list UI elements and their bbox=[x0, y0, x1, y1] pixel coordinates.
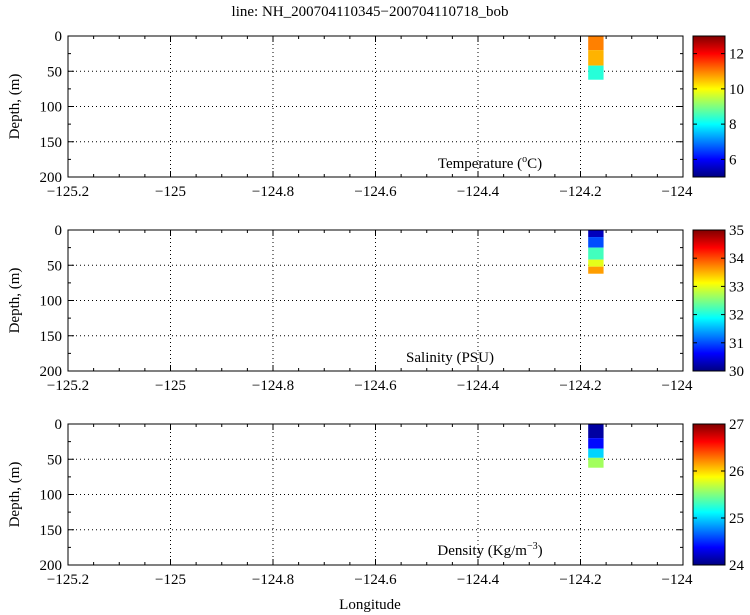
temperature-panel-label-main: Temperature ( bbox=[438, 156, 522, 172]
density-panel-label-tail: ) bbox=[538, 543, 543, 559]
density-data-cell bbox=[588, 424, 604, 439]
salinity-x-tick-label: −125.2 bbox=[47, 378, 89, 394]
density-panel-label-sup: −3 bbox=[527, 541, 538, 552]
salinity-panel-label: Salinity (PSU) bbox=[406, 350, 494, 366]
temperature-colorbar-tick-label: 12 bbox=[729, 47, 744, 63]
salinity-x-tick-label: −124.2 bbox=[559, 378, 601, 394]
salinity-x-tick-label: −124.6 bbox=[354, 378, 397, 394]
density-x-tick-label: −124 bbox=[662, 572, 693, 588]
salinity-y-tick-label: 150 bbox=[40, 329, 63, 345]
figure-title: line: NH_200704110345−200704110718_bob bbox=[232, 4, 509, 20]
density-data-cell bbox=[588, 438, 604, 449]
density-data-cell bbox=[588, 457, 604, 468]
temperature-x-tick-label: −124 bbox=[662, 184, 693, 200]
temperature-x-tick-label: −124.4 bbox=[457, 184, 500, 200]
temperature-data-cell bbox=[588, 65, 604, 80]
temperature-x-tick-label: −124.6 bbox=[354, 184, 397, 200]
salinity-colorbar-tick-label: 34 bbox=[729, 251, 745, 267]
temperature-y-tick-label: 100 bbox=[40, 100, 63, 116]
salinity-colorbar-tick-label: 35 bbox=[729, 223, 744, 239]
density-panel-label-main: Density (Kg/m bbox=[437, 543, 527, 559]
salinity-x-tick-label: −124 bbox=[662, 378, 693, 394]
salinity-y-tick-label: 0 bbox=[55, 223, 63, 239]
salinity-data-cell bbox=[588, 266, 604, 274]
density-data-cell bbox=[588, 448, 604, 458]
temperature-panel-label: Temperature (oC) bbox=[438, 154, 542, 172]
temperature-colorbar: 6 8 10 12 bbox=[692, 35, 744, 178]
salinity-colorbar-gradient bbox=[692, 229, 726, 372]
salinity-x-tick-label: −124.8 bbox=[252, 378, 294, 394]
density-y-tick-label: 0 bbox=[55, 417, 63, 433]
temperature-y-tick-label: 150 bbox=[40, 135, 63, 151]
salinity-data-cell bbox=[588, 237, 604, 248]
density-panel-label: Density (Kg/m−3) bbox=[437, 541, 542, 559]
temperature-x-tick-label: −125.2 bbox=[47, 184, 89, 200]
density-y-tick-label: 100 bbox=[40, 488, 63, 504]
x-axis-label: Longitude bbox=[339, 597, 401, 613]
temperature-y-tick-label: 50 bbox=[47, 64, 62, 80]
temperature-x-tick-label: −124.8 bbox=[252, 184, 294, 200]
salinity-colorbar: 30 31 32 33 34 35 bbox=[692, 223, 745, 380]
salinity-data-cell bbox=[588, 247, 604, 260]
density-panel: 0 50 100 150 200−125.2 −125 −124.8 −124.6 −124.4… bbox=[7, 417, 745, 588]
density-y-tick-label: 50 bbox=[47, 452, 62, 468]
density-x-tick-label: −124.2 bbox=[559, 572, 601, 588]
salinity-x-tick-label: −125 bbox=[155, 378, 186, 394]
salinity-colorbar-tick-label: 33 bbox=[729, 279, 744, 295]
temperature-colorbar-tick-label: 10 bbox=[729, 82, 744, 98]
temperature-colorbar-tick-label: 8 bbox=[729, 117, 737, 133]
temperature-colorbar-tick-label: 6 bbox=[729, 152, 737, 168]
salinity-y-tick-label: 50 bbox=[47, 258, 62, 274]
density-colorbar-tick-label: 27 bbox=[729, 417, 745, 433]
temperature-y-tick-label: 0 bbox=[55, 29, 63, 45]
temperature-panel-label-sup: o bbox=[522, 154, 527, 165]
temperature-y-tick-label: 200 bbox=[40, 170, 63, 186]
temperature-data-cell bbox=[588, 36, 604, 51]
temperature-y-axis-label: Depth, (m) bbox=[7, 74, 23, 140]
density-colorbar-tick-label: 25 bbox=[729, 511, 744, 527]
density-colorbar-tick-label: 26 bbox=[729, 464, 745, 480]
density-x-tick-label: −125.2 bbox=[47, 572, 89, 588]
density-colorbar-gradient bbox=[692, 423, 726, 566]
density-y-tick-label: 150 bbox=[40, 523, 63, 539]
salinity-data-cell bbox=[588, 230, 604, 238]
salinity-colorbar-tick-label: 30 bbox=[729, 364, 744, 380]
density-y-tick-label: 200 bbox=[40, 558, 63, 574]
temperature-panel: 0 50 100 150 200−125.2 −125 −124.8 −124.6 −124.4… bbox=[7, 29, 744, 200]
salinity-colorbar-tick-label: 32 bbox=[729, 308, 744, 324]
temperature-x-tick-label: −124.2 bbox=[559, 184, 601, 200]
temperature-panel-label-tail: C) bbox=[527, 156, 542, 172]
salinity-y-tick-label: 100 bbox=[40, 294, 63, 310]
temperature-colorbar-gradient bbox=[692, 35, 726, 178]
salinity-panel-label-main: Salinity (PSU) bbox=[406, 350, 494, 366]
density-x-tick-label: −124.4 bbox=[457, 572, 500, 588]
density-x-tick-label: −124.6 bbox=[354, 572, 397, 588]
salinity-y-tick-label: 200 bbox=[40, 364, 63, 380]
density-x-tick-label: −125 bbox=[155, 572, 186, 588]
density-y-axis-label: Depth, (m) bbox=[7, 462, 23, 528]
temperature-x-tick-label: −125 bbox=[155, 184, 186, 200]
salinity-x-tick-label: −124.4 bbox=[457, 378, 500, 394]
salinity-y-axis-label: Depth, (m) bbox=[7, 268, 23, 334]
salinity-panel: 0 50 100 150 200−125.2 −125 −124.8 −124.6 −124.4… bbox=[7, 223, 745, 394]
density-x-tick-label: −124.8 bbox=[252, 572, 294, 588]
temperature-data-cell bbox=[588, 50, 604, 66]
density-colorbar-tick-label: 24 bbox=[729, 558, 745, 574]
salinity-data-cell bbox=[588, 259, 604, 267]
density-colorbar: 24 25 26 27 bbox=[692, 417, 745, 574]
salinity-colorbar-tick-label: 31 bbox=[729, 336, 744, 352]
